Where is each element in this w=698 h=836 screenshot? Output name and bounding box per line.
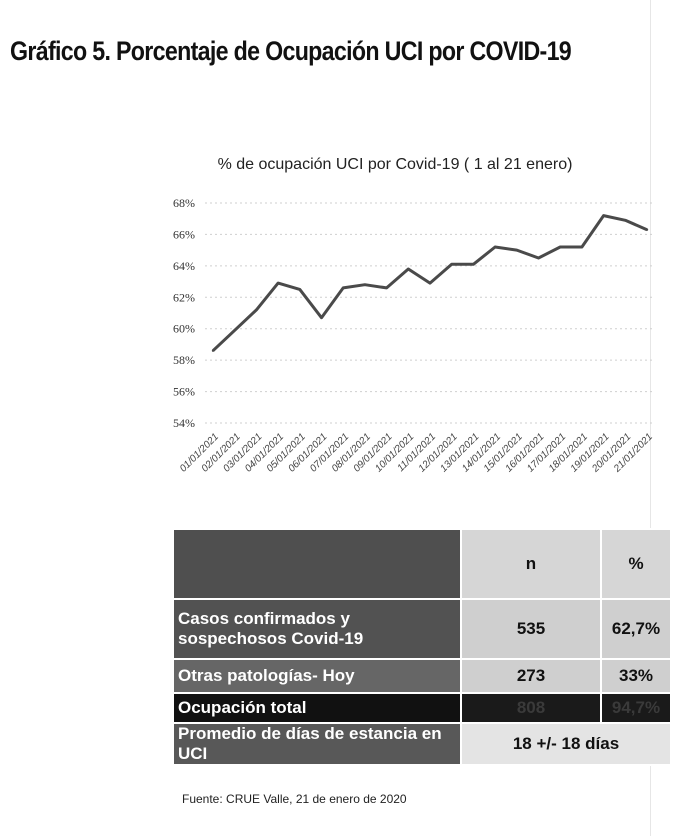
data-point <box>493 245 497 249</box>
y-tick-label: 68% <box>173 196 195 210</box>
series-layer <box>211 214 649 352</box>
table-footer-row: Promedio de días de estancia en UCI 18 +… <box>172 722 672 766</box>
data-point <box>233 329 236 332</box>
table-row: Ocupación total 808 94,7% <box>172 692 672 724</box>
chart-title: % de ocupación UCI por Covid-19 ( 1 al 2… <box>218 156 573 173</box>
data-point <box>602 214 605 217</box>
y-axis-ticks: 54% 56% 58% 60% 62% 64% 66% 68% <box>173 196 195 430</box>
data-point <box>559 245 562 249</box>
row-pct-cell: 94,7% <box>600 692 672 724</box>
data-point <box>624 219 627 222</box>
y-tick-label: 54% <box>173 416 195 430</box>
row-n-cell: 808 <box>460 692 602 724</box>
table-row: Otras patologías- Hoy 273 33% <box>172 658 672 694</box>
y-tick-label: 60% <box>173 322 195 336</box>
x-axis-ticks: 01/01/202102/01/202103/01/202104/01/2021… <box>178 431 655 475</box>
data-point <box>580 245 584 249</box>
data-point <box>537 256 540 260</box>
occupancy-line-chart: % de ocupación UCI por Covid-19 ( 1 al 2… <box>173 156 655 475</box>
table-header-row: n % <box>172 528 672 600</box>
y-tick-label: 56% <box>173 385 195 399</box>
occupancy-summary-table: n % Casos confirmados y sospechosos Covi… <box>172 528 672 766</box>
y-tick-label: 64% <box>173 259 195 273</box>
data-point <box>407 267 410 271</box>
row-n-cell: 535 <box>460 598 602 660</box>
row-pct-cell: 62,7% <box>600 598 672 660</box>
header-pct-cell: % <box>600 528 672 600</box>
data-point <box>342 286 345 290</box>
data-point <box>298 288 301 291</box>
table-row: Casos confirmados y sospechosos Covid-19… <box>172 598 672 660</box>
footer-value-cell: 18 +/- 18 días <box>460 722 672 766</box>
row-label-cell: Casos confirmados y sospechosos Covid-19 <box>172 598 462 660</box>
y-tick-label: 62% <box>173 290 195 304</box>
row-n-cell: 273 <box>460 658 602 694</box>
data-point <box>255 308 258 312</box>
data-point <box>276 281 280 285</box>
data-point <box>320 316 323 319</box>
grid-layer <box>205 202 655 424</box>
footer-label-cell: Promedio de días de estancia en UCI <box>172 722 462 766</box>
page-edge-divider <box>650 0 651 836</box>
page-title: Gráfico 5. Porcentaje de Ocupación UCI p… <box>10 36 572 66</box>
data-point <box>515 248 518 252</box>
row-pct-cell: 33% <box>600 658 672 694</box>
data-point <box>472 263 475 266</box>
header-n-cell: n <box>460 528 602 600</box>
header-label-cell <box>172 528 462 600</box>
y-tick-label: 66% <box>173 227 195 241</box>
source-note: Fuente: CRUE Valle, 21 de enero de 2020 <box>182 792 407 806</box>
data-point <box>428 281 432 285</box>
data-point <box>385 286 388 290</box>
y-tick-label: 58% <box>173 353 195 367</box>
row-label-cell: Ocupación total <box>172 692 462 724</box>
data-point <box>363 283 367 286</box>
row-label-cell: Otras patologías- Hoy <box>172 658 462 694</box>
data-point <box>450 263 453 266</box>
data-point <box>645 228 649 231</box>
data-point <box>211 349 215 352</box>
